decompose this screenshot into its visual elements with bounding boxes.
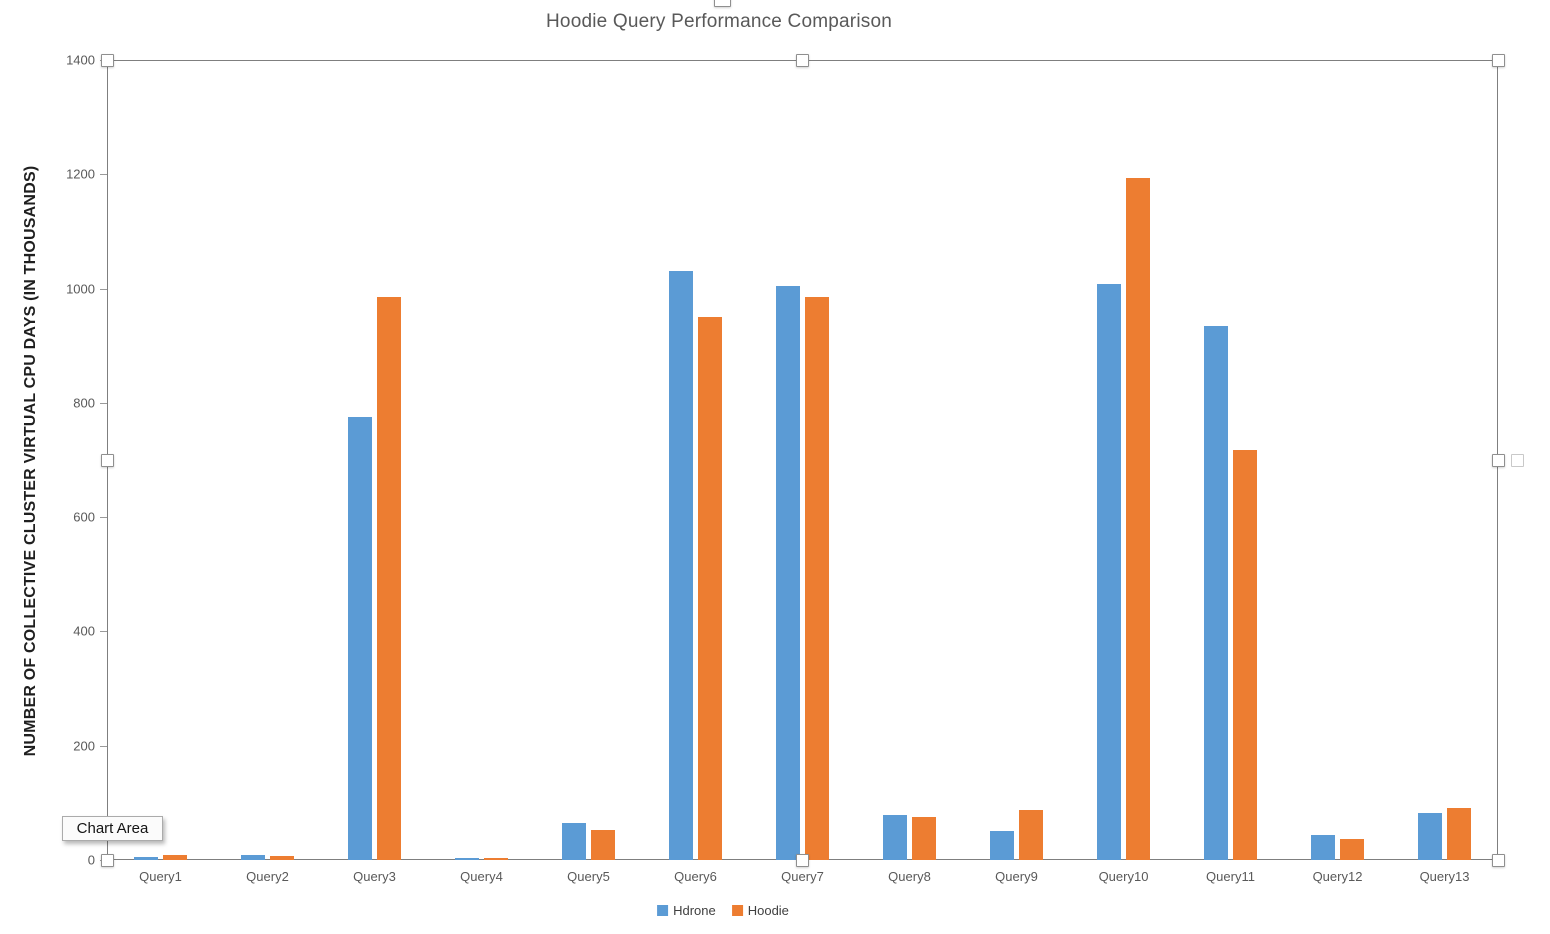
bar-hdrone-query6[interactable]	[669, 271, 693, 860]
y-tick-label: 400	[73, 623, 95, 639]
legend-item-hoodie[interactable]: Hoodie	[731, 903, 789, 918]
bar-hoodie-query10[interactable]	[1126, 178, 1150, 860]
x-tick-label: Query2	[246, 869, 289, 884]
x-tick-label: Query1	[139, 869, 182, 884]
x-tick-label: Query8	[888, 869, 931, 884]
legend-item-hdrone[interactable]: Hdrone	[657, 903, 716, 918]
bar-hdrone-query8[interactable]	[883, 815, 907, 860]
x-tick-label: Query9	[995, 869, 1038, 884]
bar-hdrone-query9[interactable]	[990, 831, 1014, 860]
y-tick-mark	[100, 174, 107, 176]
selection-handle[interactable]	[100, 853, 114, 867]
x-tick-label: Query12	[1312, 869, 1363, 884]
y-tick-mark	[100, 288, 107, 290]
bar-hoodie-query13[interactable]	[1447, 808, 1471, 860]
legend-label: Hoodie	[747, 903, 789, 918]
bar-hoodie-query11[interactable]	[1233, 449, 1257, 860]
bar-hoodie-query7[interactable]	[805, 297, 829, 860]
bar-hdrone-query3[interactable]	[348, 417, 372, 860]
selection-handle[interactable]	[100, 453, 114, 467]
bar-hoodie-query5[interactable]	[591, 830, 615, 860]
bar-hdrone-query4[interactable]	[455, 858, 479, 860]
y-tick-label: 1400	[66, 52, 95, 68]
legend-swatch-icon	[657, 905, 669, 916]
selection-handle[interactable]	[1491, 853, 1505, 867]
y-tick-mark	[100, 745, 107, 747]
bar-hoodie-query4[interactable]	[484, 857, 508, 860]
selection-handle[interactable]	[100, 53, 114, 67]
bar-hdrone-query5[interactable]	[562, 822, 586, 860]
bar-hoodie-query12[interactable]	[1340, 839, 1364, 860]
bar-hoodie-query2[interactable]	[270, 856, 294, 860]
selection-handle[interactable]	[796, 853, 809, 867]
y-tick-mark	[100, 631, 107, 633]
legend-swatch-icon	[731, 905, 743, 916]
selection-handle[interactable]	[1491, 453, 1505, 467]
y-tick-label: 800	[73, 395, 95, 411]
x-tick-label: Query13	[1419, 869, 1470, 884]
bar-hdrone-query12[interactable]	[1311, 834, 1335, 860]
bar-hoodie-query6[interactable]	[698, 317, 722, 860]
y-tick-label: 0	[87, 852, 95, 868]
bar-hdrone-query11[interactable]	[1204, 325, 1228, 860]
legend[interactable]: Hdrone Hoodie	[657, 903, 789, 918]
chart-area-tooltip-label: Chart Area	[76, 820, 149, 837]
x-tick-label: Query3	[353, 869, 396, 884]
x-tick-label: Query6	[674, 869, 717, 884]
chart-area-tooltip: Chart Area	[62, 816, 163, 841]
selection-handle[interactable]	[714, 0, 731, 7]
y-tick-label: 1200	[66, 166, 95, 182]
bar-hdrone-query10[interactable]	[1097, 284, 1121, 860]
x-tick-label: Query4	[460, 869, 503, 884]
selection-handle[interactable]	[1511, 453, 1524, 467]
legend-label: Hdrone	[673, 903, 716, 918]
selection-handle[interactable]	[1491, 53, 1505, 67]
chart-title[interactable]: Hoodie Query Performance Comparison	[546, 11, 892, 32]
bar-hdrone-query2[interactable]	[241, 854, 265, 860]
x-tick-label: Query5	[567, 869, 610, 884]
bar-hoodie-query3[interactable]	[377, 297, 401, 860]
bar-hoodie-query1[interactable]	[163, 854, 187, 860]
bar-hoodie-query8[interactable]	[912, 816, 936, 860]
bar-hdrone-query7[interactable]	[776, 285, 800, 860]
x-tick-label: Query7	[781, 869, 824, 884]
x-tick-label: Query10	[1098, 869, 1149, 884]
y-tick-label: 600	[73, 509, 95, 525]
plot-area[interactable]	[107, 60, 1498, 860]
bar-hdrone-query13[interactable]	[1418, 813, 1442, 860]
selection-handle[interactable]	[796, 53, 809, 67]
bar-hdrone-query1[interactable]	[134, 857, 158, 860]
y-tick-mark	[100, 517, 107, 519]
y-tick-mark	[100, 402, 107, 404]
y-tick-label: 200	[73, 738, 95, 754]
y-tick-label: 1000	[66, 281, 95, 297]
x-tick-label: Query11	[1206, 869, 1255, 884]
bar-hoodie-query9[interactable]	[1019, 809, 1043, 860]
